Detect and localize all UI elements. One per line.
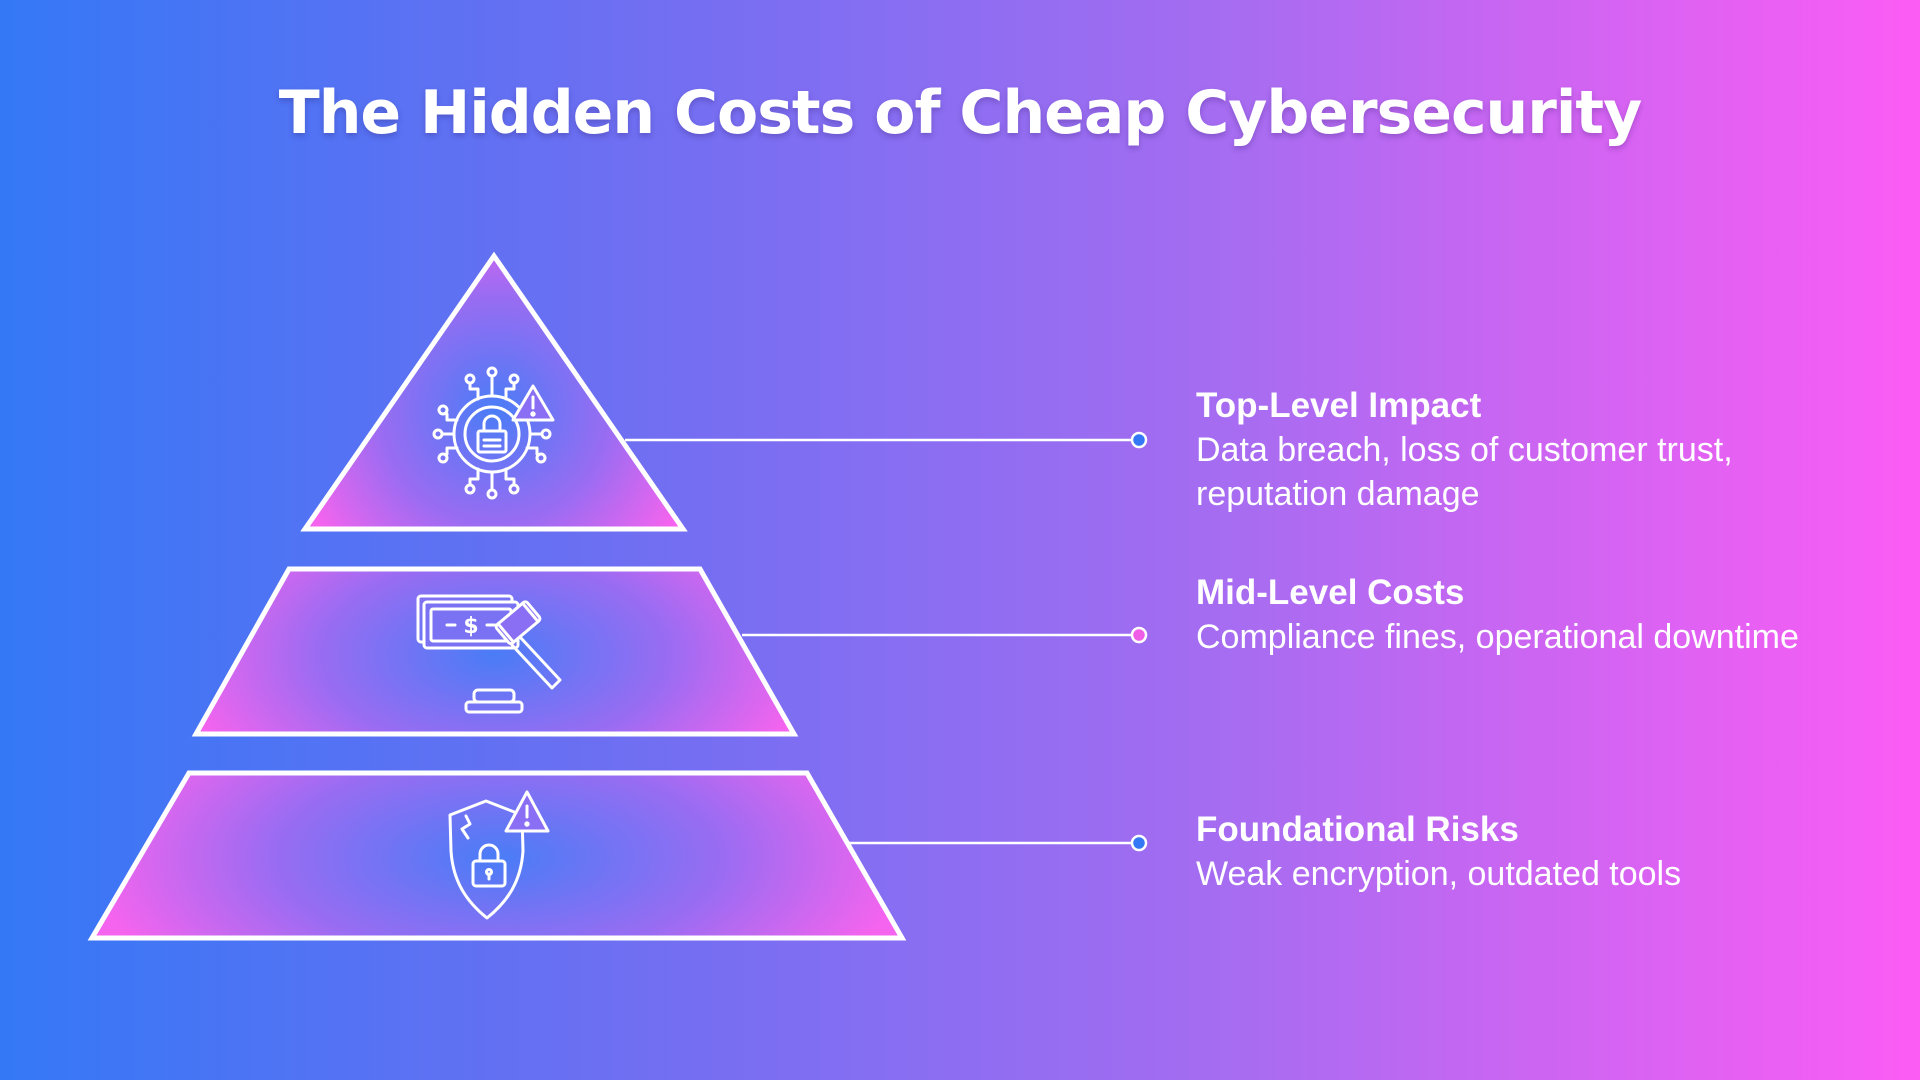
connector-bottom — [848, 834, 1148, 852]
level-description: Data breach, loss of customer trust, rep… — [1196, 431, 1733, 513]
connector-dot-bottom — [1130, 834, 1148, 852]
level-title: Mid-Level Costs — [1196, 573, 1465, 612]
level-description: Compliance fines, operational downtime — [1196, 618, 1799, 656]
connector-dot-top — [1130, 431, 1148, 449]
pyramid-segment-top — [300, 251, 688, 532]
level-title: Top-Level Impact — [1196, 386, 1482, 425]
money-gavel-icon: $ — [416, 594, 562, 714]
level-description: Weak encryption, outdated tools — [1196, 855, 1682, 893]
level-foundational-risks: Foundational Risks Weak encryption, outd… — [1196, 808, 1836, 896]
page-title: The Hidden Costs of Cheap Cybersecurity — [278, 78, 1642, 148]
connector-middle — [742, 626, 1148, 644]
level-mid-costs: Mid-Level Costs Compliance fines, operat… — [1196, 571, 1836, 659]
svg-text:$: $ — [463, 614, 478, 639]
level-title: Foundational Risks — [1196, 810, 1519, 849]
cyber-lock-alert-icon — [432, 366, 555, 500]
connector-dot-middle — [1130, 626, 1148, 644]
connector-top — [625, 431, 1148, 449]
level-top-impact: Top-Level Impact Data breach, loss of cu… — [1196, 384, 1836, 516]
broken-shield-lock-icon — [448, 790, 550, 920]
pyramid-segment-middle — [191, 566, 799, 737]
